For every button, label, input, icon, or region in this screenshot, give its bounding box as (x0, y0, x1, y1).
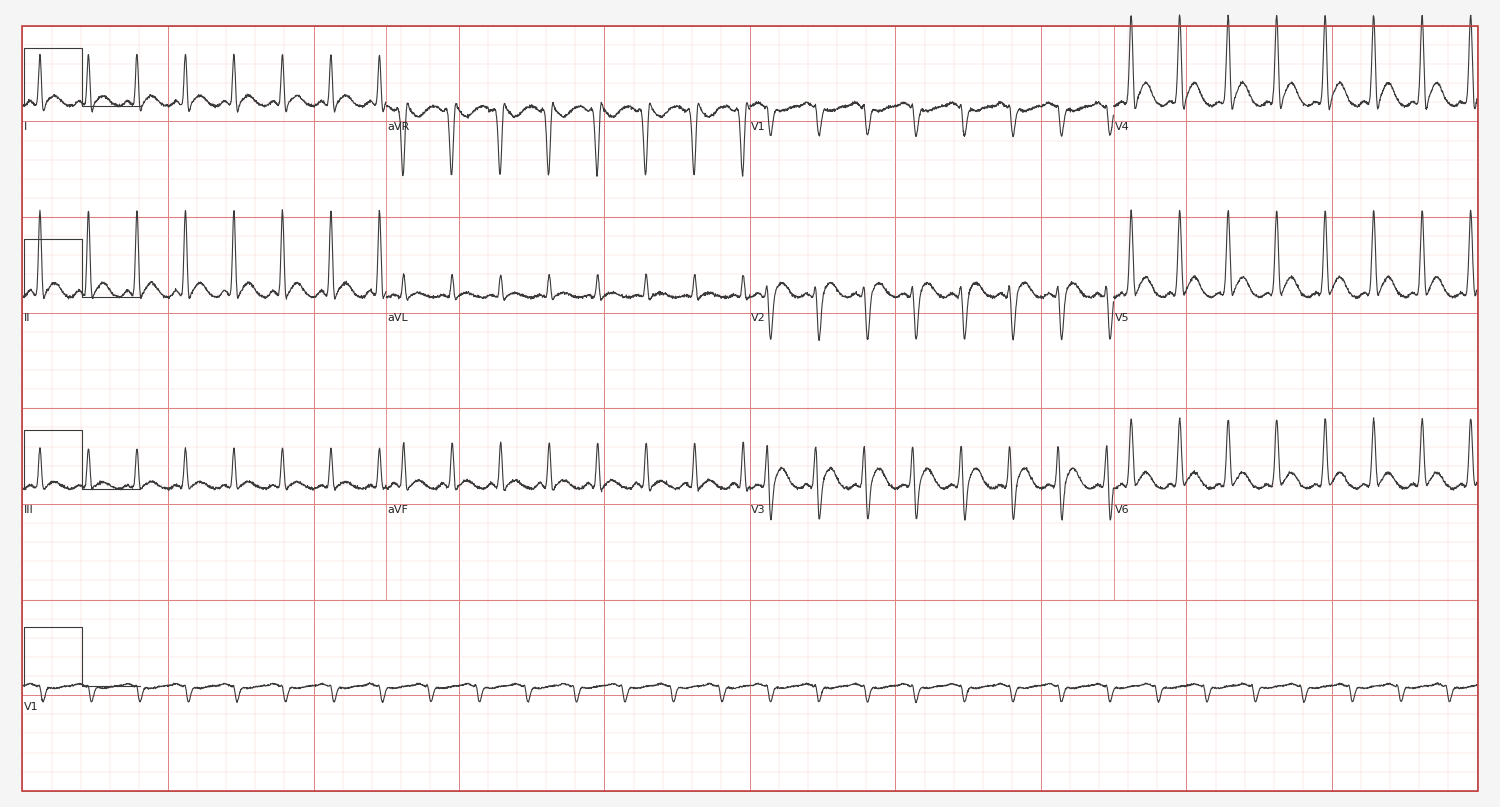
Text: I: I (24, 122, 27, 132)
Text: V3: V3 (752, 504, 765, 515)
Text: V2: V2 (752, 313, 765, 324)
Text: II: II (24, 313, 30, 324)
Text: V1: V1 (752, 122, 765, 132)
Text: V5: V5 (1114, 313, 1130, 324)
Text: aVR: aVR (387, 122, 410, 132)
Text: V4: V4 (1114, 122, 1130, 132)
Text: aVF: aVF (387, 504, 408, 515)
Text: V6: V6 (1114, 504, 1130, 515)
Text: V1: V1 (24, 701, 38, 712)
Text: III: III (24, 504, 33, 515)
Text: aVL: aVL (387, 313, 408, 324)
